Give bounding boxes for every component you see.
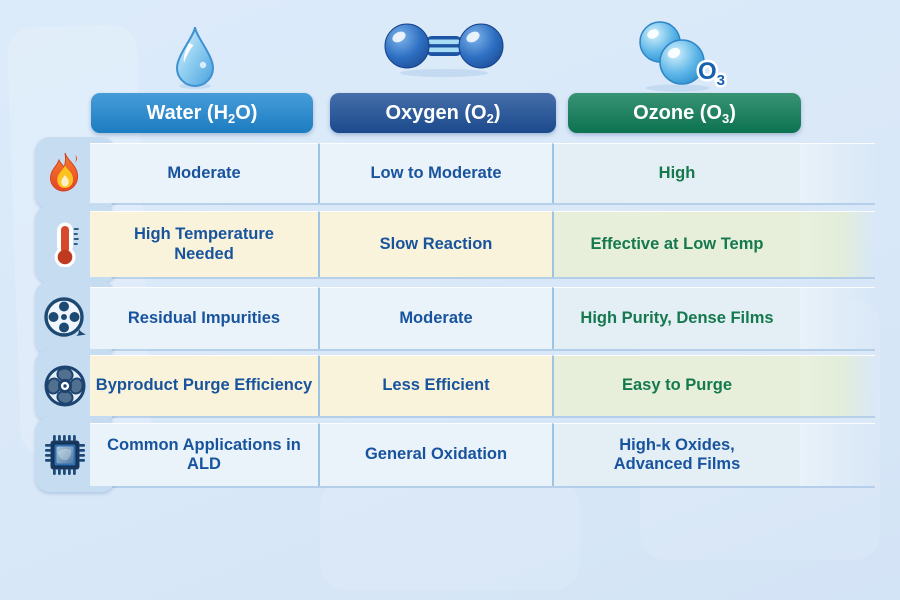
row-fade bbox=[800, 143, 875, 203]
cell-oxygen-purge: Less Efficient bbox=[318, 355, 552, 416]
cell-ozone-reactivity: High bbox=[552, 143, 800, 203]
oxygen-molecule-icon bbox=[382, 20, 506, 83]
row-fade bbox=[800, 287, 875, 349]
table-row-purity: Residual Impurities Moderate High Purity… bbox=[35, 281, 875, 355]
header-subscript: 2 bbox=[486, 110, 494, 126]
cell-value: High-k Oxides, Advanced Films bbox=[613, 435, 741, 473]
row-fade bbox=[800, 211, 875, 277]
fan-icon bbox=[44, 365, 86, 406]
cell-value: General Oxidation bbox=[364, 445, 508, 464]
header-subscript: 3 bbox=[721, 110, 730, 126]
cell-water-reactivity: Moderate bbox=[90, 143, 318, 203]
cell-value: Effective at Low Temp bbox=[590, 234, 764, 253]
o3-badge: O3 bbox=[698, 58, 725, 89]
column-header-water: Water (H 2 O) bbox=[91, 93, 313, 133]
cell-water-purge: Byproduct Purge Efficiency bbox=[90, 355, 318, 416]
cell-water-temperature: High Temperature Needed bbox=[90, 211, 318, 277]
cell-value: Residual Impurities bbox=[127, 308, 281, 327]
cell-value: High Purity, Dense Films bbox=[580, 308, 774, 327]
cell-oxygen-purity: Moderate bbox=[318, 287, 552, 349]
header-subscript: 2 bbox=[228, 110, 236, 126]
cell-ozone-temperature: Effective at Low Temp bbox=[552, 211, 800, 277]
header-text: Oxygen (O bbox=[385, 101, 487, 124]
header-text: Ozone (O bbox=[633, 101, 722, 124]
background-shape bbox=[320, 480, 580, 590]
chip-icon bbox=[45, 434, 85, 475]
film-reel-icon bbox=[44, 297, 86, 337]
header-text: ) bbox=[729, 101, 736, 124]
cell-value: High bbox=[658, 163, 696, 182]
thermometer-icon bbox=[54, 222, 79, 267]
column-header-oxygen: Oxygen (O 2) bbox=[330, 93, 556, 133]
cell-value: Easy to Purge bbox=[621, 376, 733, 395]
cell-value: Low to Moderate bbox=[370, 163, 502, 182]
row-fade bbox=[800, 355, 875, 416]
water-droplet-icon bbox=[172, 24, 218, 95]
cell-value: Moderate bbox=[167, 163, 241, 182]
flame-icon bbox=[49, 152, 78, 192]
cell-oxygen-applications: General Oxidation bbox=[318, 423, 552, 486]
header-text: O) bbox=[235, 101, 258, 124]
cell-ozone-applications: High-k Oxides, Advanced Films bbox=[552, 423, 800, 486]
cell-value: Moderate bbox=[399, 308, 473, 327]
cell-water-applications: Common Applications in ALD bbox=[90, 423, 318, 486]
header-text: Water (H bbox=[146, 101, 229, 124]
cell-ozone-purge: Easy to Purge bbox=[552, 355, 800, 416]
cell-value: High Temperature Needed bbox=[134, 225, 274, 263]
cell-ozone-purity: High Purity, Dense Films bbox=[552, 287, 800, 349]
ozone-molecule-icon: O3 bbox=[630, 16, 730, 99]
table-row-applications: Common Applications in ALD General Oxida… bbox=[35, 417, 875, 492]
cell-water-purity: Residual Impurities bbox=[90, 287, 318, 349]
cell-value: Byproduct Purge Efficiency bbox=[95, 376, 313, 395]
cell-value: Less Efficient bbox=[382, 376, 490, 395]
cell-oxygen-temperature: Slow Reaction bbox=[318, 211, 552, 277]
cell-value: Common Applications in ALD bbox=[107, 435, 301, 473]
cell-value: Slow Reaction bbox=[379, 234, 493, 253]
table-row-temperature: High Temperature Needed Slow Reaction Ef… bbox=[35, 205, 875, 283]
table-row-purge: Byproduct Purge Efficiency Less Efficien… bbox=[35, 349, 875, 422]
column-header-ozone: Ozone (O 3) bbox=[568, 93, 801, 133]
cell-oxygen-reactivity: Low to Moderate bbox=[318, 143, 552, 203]
header-text: ) bbox=[493, 101, 501, 124]
row-fade bbox=[800, 423, 875, 486]
table-row-reactivity: Moderate Low to Moderate High bbox=[35, 137, 875, 209]
